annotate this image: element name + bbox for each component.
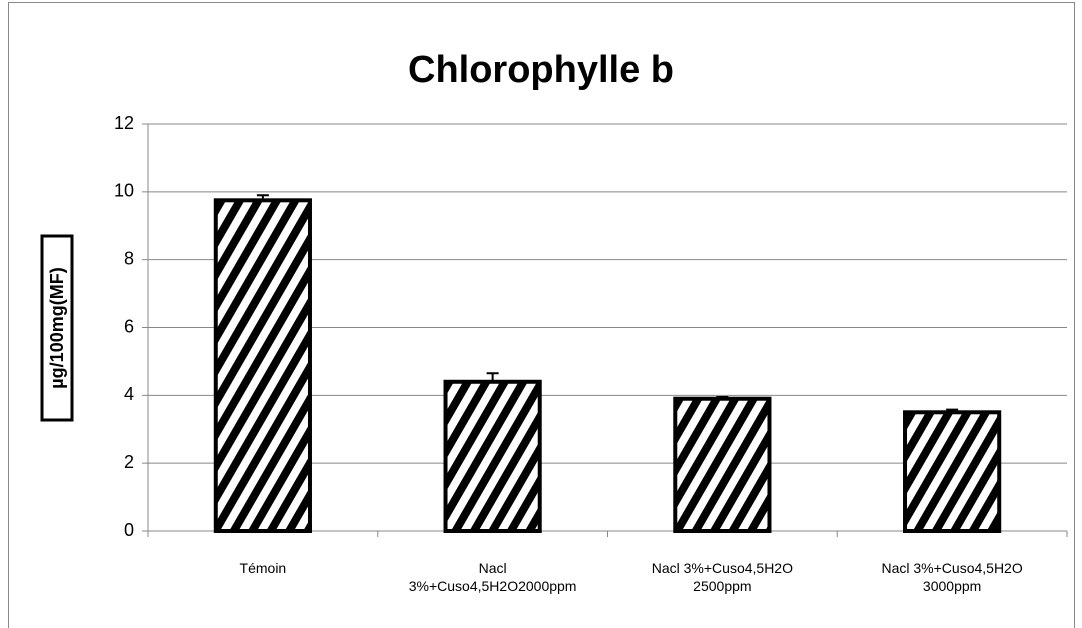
y-tick-label: 12 bbox=[114, 113, 134, 133]
bar bbox=[213, 198, 312, 533]
error-bar bbox=[716, 396, 729, 399]
y-axis-label-box bbox=[40, 234, 74, 422]
x-tick-label: Nacl 3%+Cuso4,5H2O 3000ppm bbox=[881, 560, 1023, 594]
y-tick-label: 2 bbox=[124, 452, 134, 472]
bar bbox=[443, 379, 542, 533]
y-tick-label: 6 bbox=[124, 316, 134, 336]
bar bbox=[903, 410, 1002, 533]
y-tick-label: 0 bbox=[124, 520, 134, 540]
error-bar bbox=[946, 408, 959, 413]
bar bbox=[673, 396, 772, 533]
chart-title: Chlorophylle b bbox=[408, 49, 674, 91]
chart-frame bbox=[8, 2, 1075, 628]
x-tick-label: Témoin bbox=[239, 560, 287, 576]
x-tick-label: Nacl 3%+Cuso4,5H2O 2500ppm bbox=[651, 560, 793, 594]
y-axis-label-group: µg/100mg(MF) bbox=[40, 234, 74, 422]
x-tick-label: Nacl 3%+Cuso4,5H2O2000ppm bbox=[408, 560, 577, 594]
y-tick-label: 10 bbox=[114, 181, 134, 201]
y-tick-label: 4 bbox=[124, 384, 134, 404]
error-bar bbox=[486, 372, 499, 382]
error-bar bbox=[256, 194, 269, 201]
y-tick-label: 8 bbox=[124, 248, 134, 268]
y-axis-label: µg/100mg(MF) bbox=[47, 267, 67, 388]
